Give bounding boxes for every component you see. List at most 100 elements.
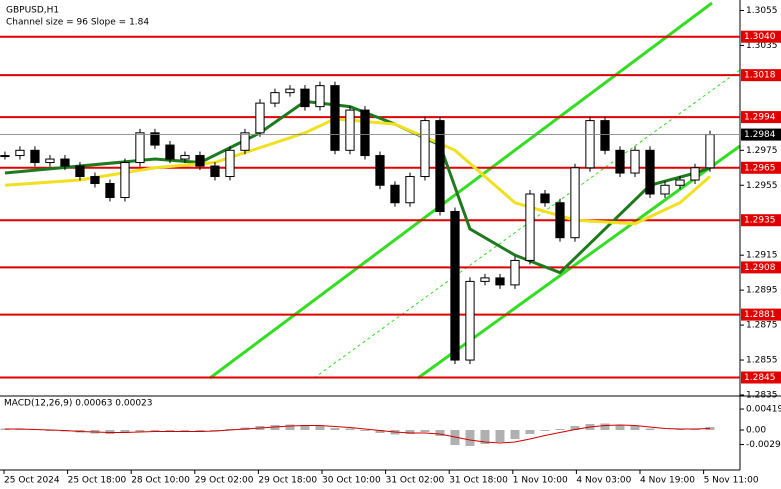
x-tick-label: 29 Oct 18:00	[258, 476, 317, 486]
macd-bar	[180, 430, 190, 432]
level-tag	[741, 111, 781, 124]
level-tag	[741, 371, 781, 384]
channel-mid	[313, 69, 741, 379]
y2-tick-label: 0.00	[746, 426, 766, 436]
level-label: 1.2881	[744, 310, 776, 320]
candle	[75, 165, 85, 178]
candle	[405, 176, 415, 204]
candle	[525, 193, 535, 261]
y-tick-label: 1.3035	[746, 41, 778, 51]
candle	[570, 167, 580, 239]
candle	[210, 165, 220, 178]
candle	[255, 102, 265, 134]
candle	[510, 259, 520, 286]
x-tick-label: 4 Nov 19:00	[640, 476, 695, 486]
level-label: 1.2994	[744, 113, 776, 123]
candle	[420, 120, 430, 178]
x-tick-label: 25 Oct 18:00	[68, 476, 127, 486]
candle	[300, 88, 310, 108]
macd-bar	[120, 430, 130, 433]
candle	[120, 162, 130, 199]
macd-bar	[435, 430, 445, 436]
candle	[270, 92, 280, 104]
y-tick-label: 1.2975	[746, 146, 778, 156]
candle	[585, 120, 595, 169]
macd-bar	[465, 430, 475, 446]
macd-bar	[345, 428, 355, 430]
candle	[195, 155, 205, 167]
candle	[390, 184, 400, 204]
current-price-label: 1.2984	[744, 130, 776, 140]
moving-average	[4, 117, 711, 226]
candle	[0, 155, 10, 158]
y-tick-label: 1.3055	[746, 6, 778, 16]
x-tick-label: 5 Nov 11:00	[704, 476, 759, 486]
level-label: 1.2908	[744, 263, 776, 273]
x-tick-label: 4 Nov 03:00	[576, 476, 631, 486]
x-tick-label: 31 Oct 18:00	[449, 476, 508, 486]
candle	[600, 120, 610, 151]
candle	[165, 144, 175, 160]
x-tick-label: 28 Oct 10:00	[131, 476, 190, 486]
macd-bar	[420, 430, 430, 432]
y-tick-label: 1.2835	[746, 391, 778, 401]
candle	[60, 158, 70, 167]
level-tag	[741, 69, 781, 82]
macd-bar	[510, 430, 520, 439]
channel-info: Channel size = 96 Slope = 1.84	[6, 18, 149, 28]
macd-bar	[480, 430, 490, 444]
candle	[495, 277, 505, 286]
candle	[660, 184, 670, 195]
candle	[315, 85, 325, 108]
candle	[645, 149, 655, 195]
candle	[240, 132, 250, 151]
y2-tick-label: 0.00419	[746, 405, 781, 415]
symbol: GBPUSD,H1	[6, 6, 59, 16]
candle	[675, 179, 685, 186]
x-tick-label: 30 Oct 10:00	[322, 476, 381, 486]
level-tag	[741, 30, 781, 43]
macd-bar	[525, 430, 535, 434]
level-label: 1.2845	[744, 373, 776, 383]
macd-bar	[405, 430, 415, 434]
macd-bar	[570, 426, 580, 430]
candle	[15, 149, 25, 157]
macd-bar	[495, 430, 505, 442]
candle	[150, 132, 160, 146]
y-tick-label: 1.2875	[746, 321, 778, 331]
level-label: 1.3018	[744, 71, 776, 81]
macd-bar	[600, 423, 610, 430]
current-price-tag	[741, 128, 781, 141]
candle	[705, 134, 715, 169]
level-tag	[741, 261, 781, 274]
candle	[135, 132, 145, 164]
macd-bar	[165, 430, 175, 432]
macd-bar	[135, 430, 145, 432]
y-tick-label: 1.2895	[746, 286, 778, 296]
x-tick-label: 1 Nov 10:00	[513, 476, 568, 486]
candle	[345, 109, 355, 151]
candle	[465, 280, 475, 361]
candle	[540, 193, 550, 204]
macd-bar	[360, 430, 370, 431]
candle	[480, 277, 490, 282]
candle	[360, 109, 370, 157]
macd-bar	[630, 426, 640, 430]
candle	[45, 158, 55, 164]
candle	[630, 149, 640, 174]
x-tick-label: 29 Oct 02:00	[195, 476, 254, 486]
candle	[180, 155, 190, 160]
candle	[30, 149, 40, 164]
macd-signal	[4, 424, 711, 444]
level-label: 1.3040	[744, 32, 776, 42]
y-tick-label: 1.2915	[746, 251, 778, 261]
level-label: 1.2965	[744, 163, 776, 173]
macd-bar	[615, 425, 625, 430]
macd-bar	[645, 428, 655, 430]
candle	[105, 183, 115, 199]
candle	[90, 176, 100, 185]
macd-bar	[375, 430, 385, 433]
macd-bar	[300, 425, 310, 430]
